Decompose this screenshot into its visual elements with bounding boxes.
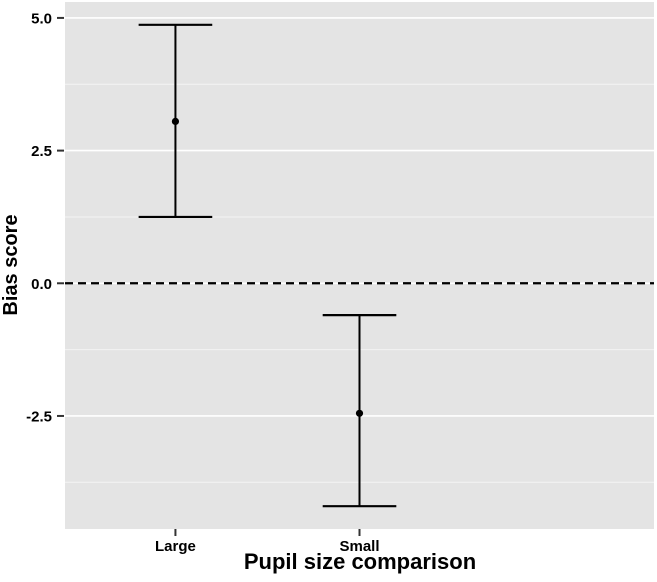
y-tick-label: -2.5	[26, 408, 52, 425]
x-tick-label-small: Small	[339, 538, 379, 555]
mean-point-large	[171, 117, 180, 126]
y-tick-label: 0.0	[31, 276, 52, 293]
x-axis-title: Pupil size comparison	[244, 549, 476, 574]
y-axis-title: Bias score	[0, 214, 22, 315]
y-tick-label: 2.5	[31, 143, 52, 160]
mean-point-small	[355, 409, 364, 417]
plot-area: 5.0 2.5 0.0 -2.5 Large Small	[26, 2, 654, 555]
x-tick-label-large: Large	[155, 538, 196, 555]
y-tick-label: 5.0	[31, 10, 52, 27]
